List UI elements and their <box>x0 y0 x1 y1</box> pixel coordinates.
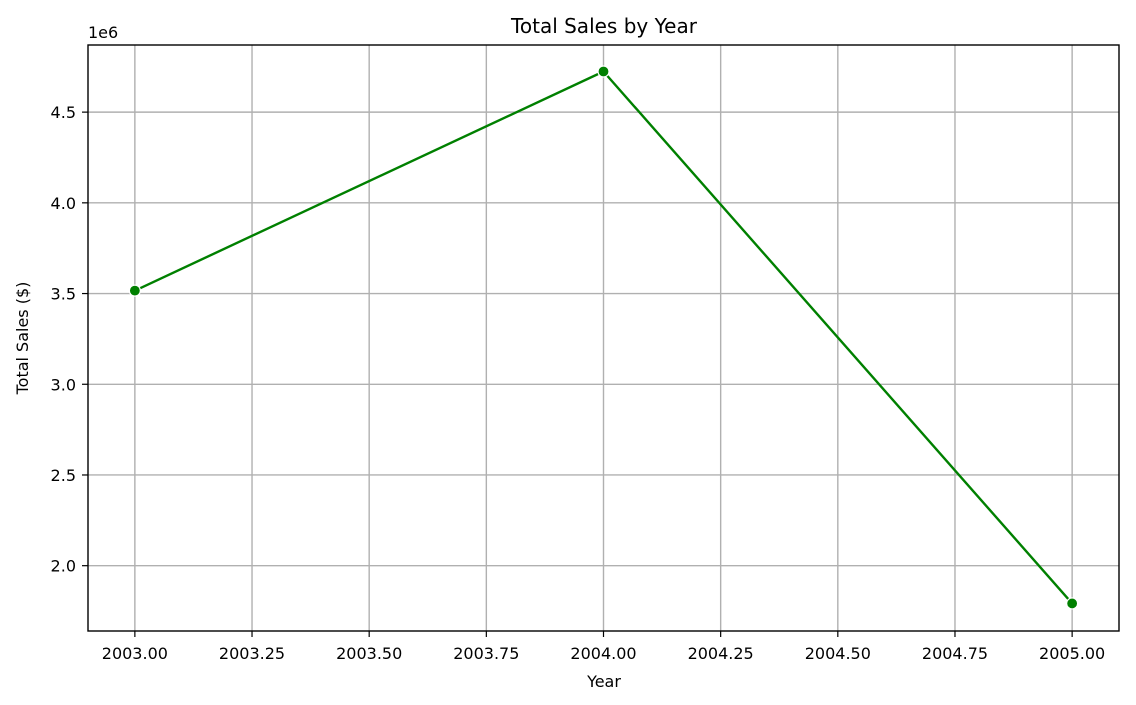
x-axis: 2003.00 2003.25 2003.50 2003.75 2004.00 2004.… <box>102 631 1105 663</box>
chart-title: Total Sales by Year <box>510 14 698 38</box>
y-tick-label: 3.5 <box>51 285 76 304</box>
y-axis: 2.0 2.5 3.0 3.5 4.0 4.5 <box>51 103 88 576</box>
y-tick-label: 4.0 <box>51 194 76 213</box>
x-axis-label: Year <box>586 672 621 691</box>
x-tick-label: 2004.00 <box>570 644 636 663</box>
data-point <box>597 65 610 78</box>
y-tick-label: 4.5 <box>51 103 76 122</box>
y-tick-label: 3.0 <box>51 375 76 394</box>
y-axis-offset-label: 1e6 <box>88 23 118 42</box>
x-tick-label: 2003.25 <box>219 644 285 663</box>
x-tick-label: 2004.25 <box>688 644 754 663</box>
x-tick-label: 2004.50 <box>805 644 871 663</box>
x-tick-label: 2004.75 <box>922 644 988 663</box>
x-tick-label: 2003.75 <box>453 644 519 663</box>
y-tick-label: 2.5 <box>51 466 76 485</box>
grid <box>88 45 1119 631</box>
data-point <box>1066 597 1079 610</box>
x-tick-label: 2005.00 <box>1039 644 1105 663</box>
series-layer <box>128 65 1079 610</box>
y-axis-label: Total Sales ($) <box>13 282 32 396</box>
x-tick-label: 2003.00 <box>102 644 168 663</box>
x-tick-label: 2003.50 <box>336 644 402 663</box>
data-point <box>128 284 141 297</box>
y-tick-label: 2.0 <box>51 557 76 576</box>
